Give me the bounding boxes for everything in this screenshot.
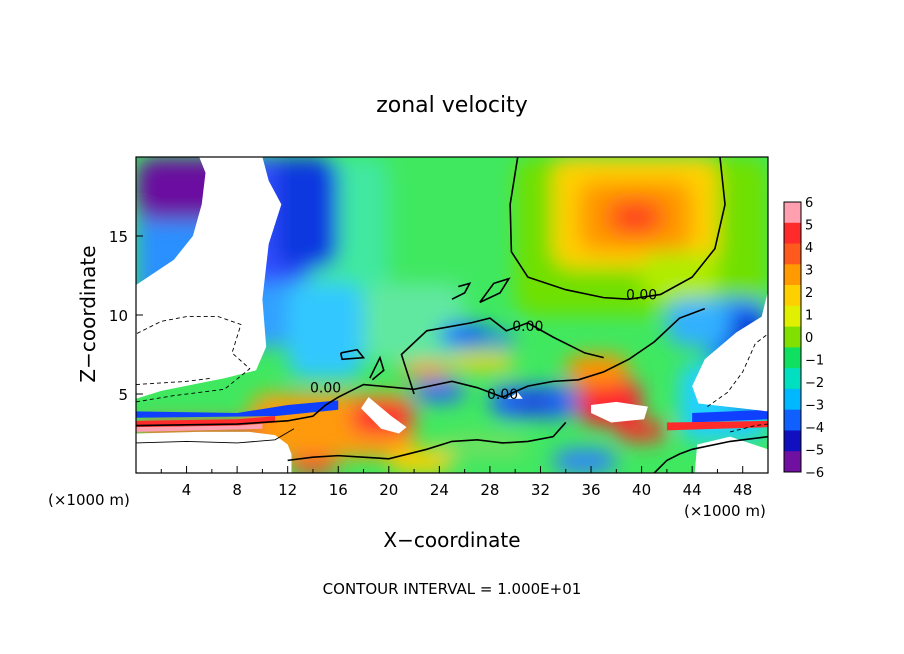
negative-contour-line (729, 423, 768, 433)
field-band (136, 424, 263, 432)
field-region (401, 362, 452, 379)
colorbar-label: −6 (805, 466, 824, 481)
colorbar-label: −4 (805, 421, 824, 436)
colorbar-swatch (784, 388, 801, 411)
field-region (452, 354, 516, 371)
x-unit-right: (×1000 m) (684, 502, 766, 520)
colorbar: 6 5 4 3 2 1 0 −1 −2 −3 −4 −5 −6 (783, 196, 824, 481)
zero-contour-line (509, 157, 726, 301)
field-band (666, 420, 768, 431)
field-region (287, 457, 339, 473)
out-of-range-region (360, 397, 407, 434)
x-axis-label: X−coordinate (383, 528, 520, 552)
zero-contour-line (479, 277, 511, 304)
y-tick-label: 5 (118, 386, 128, 404)
colorbar-swatch (784, 305, 801, 328)
colorbar-swatch (784, 243, 801, 265)
contour-line (136, 428, 295, 444)
zero-contour-line (653, 435, 768, 473)
colorbar-label: 4 (805, 241, 813, 256)
x-tick-label: 36 (581, 481, 600, 499)
colorbar-swatch (784, 222, 801, 245)
x-tick-label: 16 (329, 481, 348, 499)
heatmap-field (136, 157, 768, 473)
x-tick-label: 44 (683, 481, 702, 499)
field-region (439, 322, 490, 347)
colorbar-swatch (784, 264, 801, 286)
colorbar-label: 0 (805, 331, 813, 346)
out-of-range-region (507, 392, 523, 399)
colorbar-label: 1 (805, 309, 813, 324)
field-region (388, 449, 452, 473)
contour-label: 0.00 (487, 387, 518, 403)
negative-contour-line (136, 377, 212, 385)
x-unit-left: (×1000 m) (48, 491, 130, 509)
negative-contour-line (136, 316, 251, 403)
x-tick-label: 8 (232, 481, 242, 499)
out-of-range-region (136, 157, 282, 399)
zero-contour-line (287, 421, 567, 462)
field-region (363, 283, 465, 363)
x-tick-label: 4 (182, 481, 192, 499)
out-of-range-region (591, 401, 648, 423)
colorbar-label: −3 (805, 399, 824, 414)
colorbar-swatch (784, 368, 801, 390)
field-region (618, 207, 652, 230)
x-tick-label: 24 (430, 481, 449, 499)
colorbar-label: 6 (805, 196, 813, 211)
colorbar-label: −5 (805, 444, 824, 459)
colorbar-label: 2 (805, 286, 813, 301)
field-band (692, 409, 768, 423)
chart-title: zonal velocity (376, 93, 528, 118)
colorbar-frame (783, 201, 802, 473)
field-band (136, 400, 339, 418)
field-region (641, 251, 718, 300)
negative-contour-line (707, 333, 768, 408)
field-region (666, 299, 731, 347)
x-tick-label: 28 (480, 481, 499, 499)
colorbar-swatch (784, 285, 801, 307)
y-tick-label: 10 (109, 307, 128, 325)
y-axis-label: Z−coordinate (76, 245, 100, 382)
colorbar-label: 3 (805, 264, 813, 279)
colorbar-swatch (784, 451, 801, 473)
zero-contour-line (400, 317, 604, 395)
colorbar-swatch (784, 347, 801, 369)
field-region (515, 394, 554, 410)
colorbar-swatch (784, 326, 801, 348)
zero-contour-line (451, 282, 472, 300)
field-region (616, 420, 667, 442)
colorbar-label: 5 (805, 219, 813, 234)
colorbar-label: −2 (805, 376, 824, 391)
colorbar-swatch (784, 430, 801, 452)
contour-label: 0.00 (626, 287, 657, 303)
x-tick-label: 32 (531, 481, 550, 499)
colorbar-label: −1 (805, 354, 824, 369)
field-region (275, 157, 339, 268)
field-region (565, 354, 629, 387)
x-tick-label: 12 (278, 481, 297, 499)
zero-contour-line (339, 348, 366, 361)
field-region (287, 283, 364, 379)
out-of-range-region (692, 291, 768, 412)
contour-label: 0.00 (512, 319, 543, 335)
x-tick-label: 20 (379, 481, 398, 499)
x-tick-label: 40 (632, 481, 651, 499)
zero-contour-line (369, 355, 385, 381)
zero-contour-line (136, 307, 706, 427)
field-region (439, 433, 528, 458)
y-tick-label: 15 (109, 228, 128, 246)
contour-interval-note: CONTOUR INTERVAL = 1.000E+01 (323, 580, 582, 598)
field-region (483, 330, 516, 347)
colorbar-swatch (784, 202, 801, 224)
field-region (553, 449, 617, 473)
x-tick-label: 48 (733, 481, 752, 499)
contour-label: 0.00 (310, 381, 341, 397)
colorbar-swatch (784, 409, 801, 431)
out-of-range-region (136, 431, 292, 473)
